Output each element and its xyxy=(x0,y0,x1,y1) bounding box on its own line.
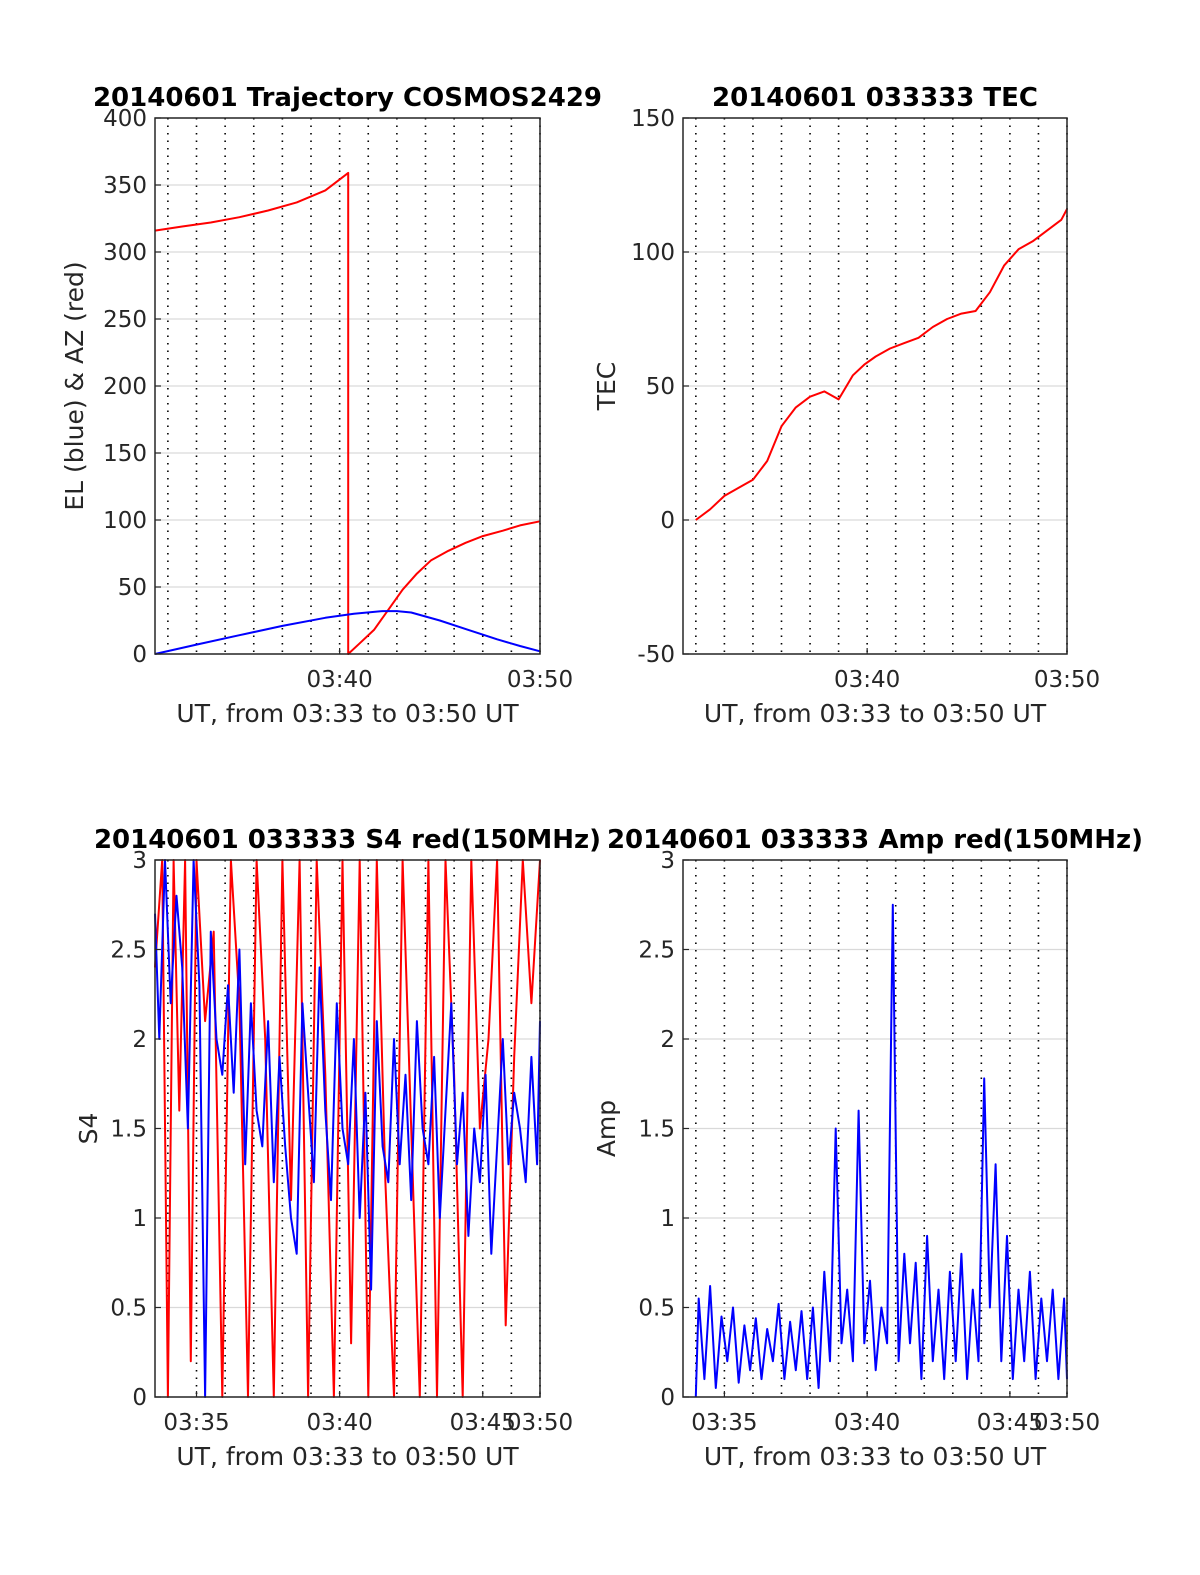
x-tick-label: 03:40 xyxy=(834,1410,900,1436)
x-tick-label: 03:50 xyxy=(1034,667,1100,693)
y-axis-label: EL (blue) & AZ (red) xyxy=(60,261,89,510)
chart-title: 20140601 033333 S4 red(150MHz) xyxy=(94,825,601,855)
y-tick-label: 300 xyxy=(103,240,147,266)
x-tick-label: 03:50 xyxy=(1034,1410,1100,1436)
y-tick-label: 100 xyxy=(103,508,147,534)
x-tick-label: 03:35 xyxy=(691,1410,757,1436)
x-axis-label: UT, from 03:33 to 03:50 UT xyxy=(704,699,1047,728)
y-tick-label: 0 xyxy=(132,642,147,668)
y-tick-label: 50 xyxy=(646,374,675,400)
y-tick-label: 1.5 xyxy=(110,1117,147,1143)
x-axis-label: UT, from 03:33 to 03:50 UT xyxy=(704,1442,1047,1471)
y-tick-label: 50 xyxy=(118,575,147,601)
y-tick-label: 100 xyxy=(631,240,675,266)
y-tick-label: 350 xyxy=(103,173,147,199)
x-axis-label: UT, from 03:33 to 03:50 UT xyxy=(176,1442,519,1471)
chart-title: 20140601 Trajectory COSMOS2429 xyxy=(93,83,602,113)
y-tick-label: 2 xyxy=(660,1027,675,1053)
y-axis-label: S4 xyxy=(74,1113,103,1145)
y-tick-label: 1 xyxy=(132,1206,147,1232)
y-tick-label: 2.5 xyxy=(638,938,675,964)
x-tick-label: 03:50 xyxy=(507,1410,573,1436)
x-tick-label: 03:40 xyxy=(306,667,372,693)
y-tick-label: 200 xyxy=(103,374,147,400)
y-tick-label: 3 xyxy=(660,848,675,874)
x-tick-label: 03:40 xyxy=(834,667,900,693)
y-tick-label: 1 xyxy=(660,1206,675,1232)
x-tick-label: 03:45 xyxy=(450,1410,516,1436)
chart-title: 20140601 033333 Amp red(150MHz) xyxy=(607,825,1143,855)
y-tick-label: 150 xyxy=(103,441,147,467)
chart-panel-1: 0 50 100 150 200 250 300 350 400 03:40 03:50 201406… xyxy=(60,83,602,728)
y-tick-label: 0 xyxy=(660,508,675,534)
y-tick-label: 0.5 xyxy=(638,1296,675,1322)
y-tick-label: 0 xyxy=(132,1385,147,1411)
y-tick-label: 0.5 xyxy=(110,1296,147,1322)
series-line-1 xyxy=(154,859,541,1398)
y-tick-label: -50 xyxy=(637,642,675,668)
series-line-1 xyxy=(694,903,1068,1398)
y-axis-label: TEC xyxy=(592,362,621,412)
x-tick-label: 03:35 xyxy=(163,1410,229,1436)
y-tick-label: 250 xyxy=(103,307,147,333)
series-line-2 xyxy=(154,610,541,655)
series-line-2 xyxy=(154,859,541,1398)
x-tick-label: 03:40 xyxy=(306,1410,372,1436)
x-tick-label: 03:45 xyxy=(977,1410,1043,1436)
series-line-1 xyxy=(154,171,541,655)
x-axis-label: UT, from 03:33 to 03:50 UT xyxy=(176,699,519,728)
y-tick-label: 0 xyxy=(660,1385,675,1411)
y-tick-label: 2.5 xyxy=(110,938,147,964)
y-tick-label: 1.5 xyxy=(638,1117,675,1143)
y-tick-label: 2 xyxy=(132,1027,147,1053)
chart-panel-2: -50 0 50 100 150 03:40 03:50 20140601 033333 TE… xyxy=(592,83,1100,728)
y-axis-label: Amp xyxy=(592,1100,621,1157)
chart-title: 20140601 033333 TEC xyxy=(712,83,1038,113)
y-tick-label: 400 xyxy=(103,106,147,132)
y-tick-label: 150 xyxy=(631,106,675,132)
x-tick-label: 03:50 xyxy=(507,667,573,693)
y-tick-label: 3 xyxy=(132,848,147,874)
series-line-1 xyxy=(695,208,1068,521)
